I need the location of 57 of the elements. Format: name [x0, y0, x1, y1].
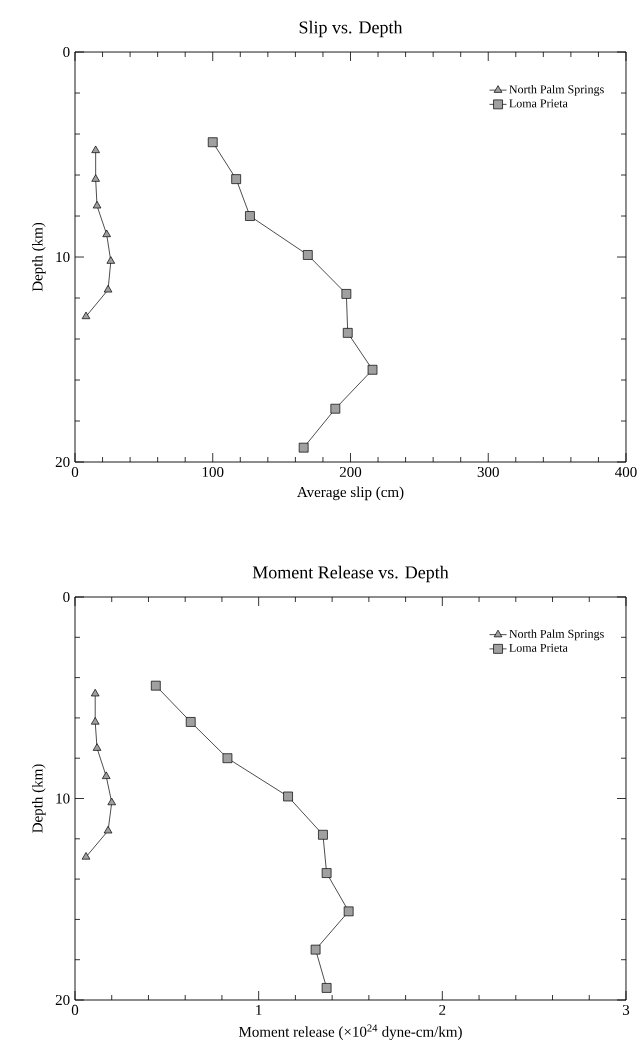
point [91, 174, 100, 182]
y-tick-label: 10 [56, 793, 70, 804]
x-tick-label: 400 [615, 466, 637, 477]
y-tick-label: 0 [63, 46, 70, 58]
x-tick-label: 0 [71, 1004, 79, 1015]
point [102, 229, 111, 238]
point [231, 174, 242, 184]
point [343, 906, 354, 917]
y-tick-label: 20 [55, 456, 70, 468]
y-axis-title: Depth (km) [32, 222, 46, 292]
chart-title: Moment Release vs. Depth [252, 565, 449, 583]
point [321, 983, 332, 993]
point [81, 311, 91, 320]
point [81, 852, 91, 860]
point [245, 211, 255, 221]
x-tick-label: 300 [477, 466, 499, 477]
point [310, 944, 321, 955]
x-tick-label: 100 [202, 466, 224, 477]
point [91, 688, 100, 697]
point [92, 200, 102, 209]
chart-title: Slip vs. Depth [299, 20, 403, 38]
point [321, 868, 332, 878]
point [185, 717, 196, 727]
point [91, 145, 100, 154]
point [107, 797, 117, 806]
point [102, 771, 111, 779]
point [222, 753, 233, 764]
point [103, 284, 113, 293]
y-axis-title: Depth (km) [32, 764, 46, 833]
point [318, 829, 328, 840]
point [103, 825, 113, 834]
y-tick-label: 10 [56, 251, 70, 263]
y-tick-label: 20 [55, 994, 70, 1006]
point [341, 289, 352, 299]
x-axis-title: Moment release (×10$^{24}$ dyne-cm/km) [238, 1024, 462, 1040]
legend-label: North Palm Springs [509, 84, 604, 96]
point [283, 791, 293, 802]
x-axis-title: Average slip (cm) [297, 486, 404, 501]
point [330, 403, 341, 414]
x-tick-label: 0 [71, 466, 79, 477]
point [298, 442, 309, 453]
legend-label: North Palm Springs [509, 629, 604, 641]
legend-label: Loma Prieta [509, 643, 568, 652]
x-tick-label: 3 [623, 1004, 630, 1015]
point [207, 137, 218, 148]
point [367, 364, 378, 375]
y-tick-label: 0 [63, 591, 70, 603]
x-tick-label: 200 [339, 466, 362, 477]
legend-label: Loma Prieta [509, 99, 568, 108]
x-tick-label: 2 [439, 1004, 446, 1015]
point [106, 256, 116, 264]
point [302, 250, 313, 260]
point [342, 328, 353, 338]
point [151, 680, 161, 691]
point [91, 717, 100, 725]
point [92, 743, 102, 751]
x-tick-label: 1 [256, 1004, 262, 1015]
